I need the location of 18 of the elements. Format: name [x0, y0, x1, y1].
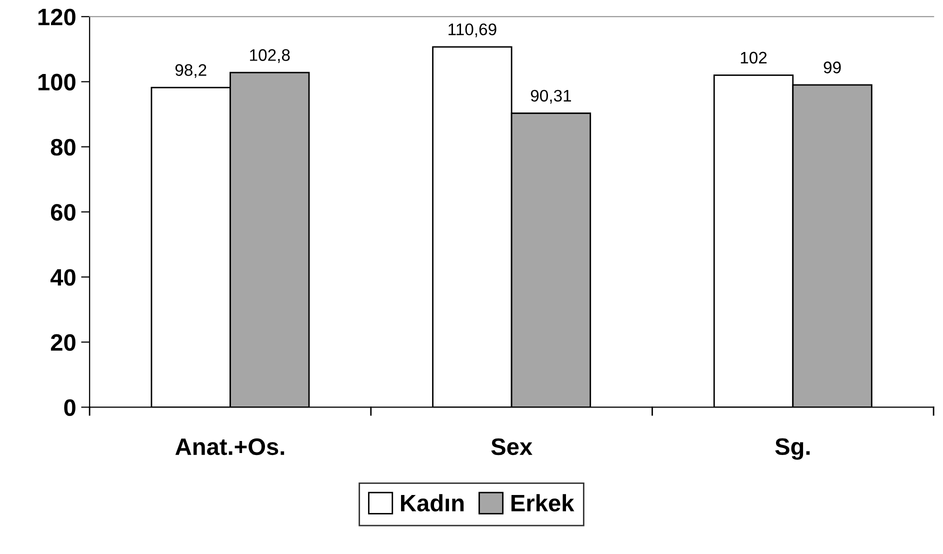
data-label: 98,2	[175, 64, 206, 78]
y-tick-label: 0	[64, 399, 76, 416]
data-label: 110,69	[448, 23, 496, 38]
legend-label: Erkek	[511, 494, 574, 512]
legend-label: Kadın	[401, 494, 464, 512]
y-tick-label: 100	[38, 74, 76, 91]
y-tick-label: 120	[38, 8, 76, 26]
data-label: 102	[740, 52, 767, 64]
y-tick-label: 40	[50, 269, 76, 286]
data-label: 90,31	[530, 90, 572, 104]
data-label: 99	[824, 62, 841, 74]
x-tick-label: Anat.+Os.	[175, 438, 284, 456]
x-tick-label: Sex	[491, 438, 532, 456]
y-tick-label: 80	[50, 138, 76, 156]
y-tick-label: 20	[50, 334, 76, 351]
data-label: 102,8	[250, 49, 290, 63]
y-tick-label: 60	[50, 204, 76, 221]
x-tick-label: Sg.	[775, 438, 810, 460]
